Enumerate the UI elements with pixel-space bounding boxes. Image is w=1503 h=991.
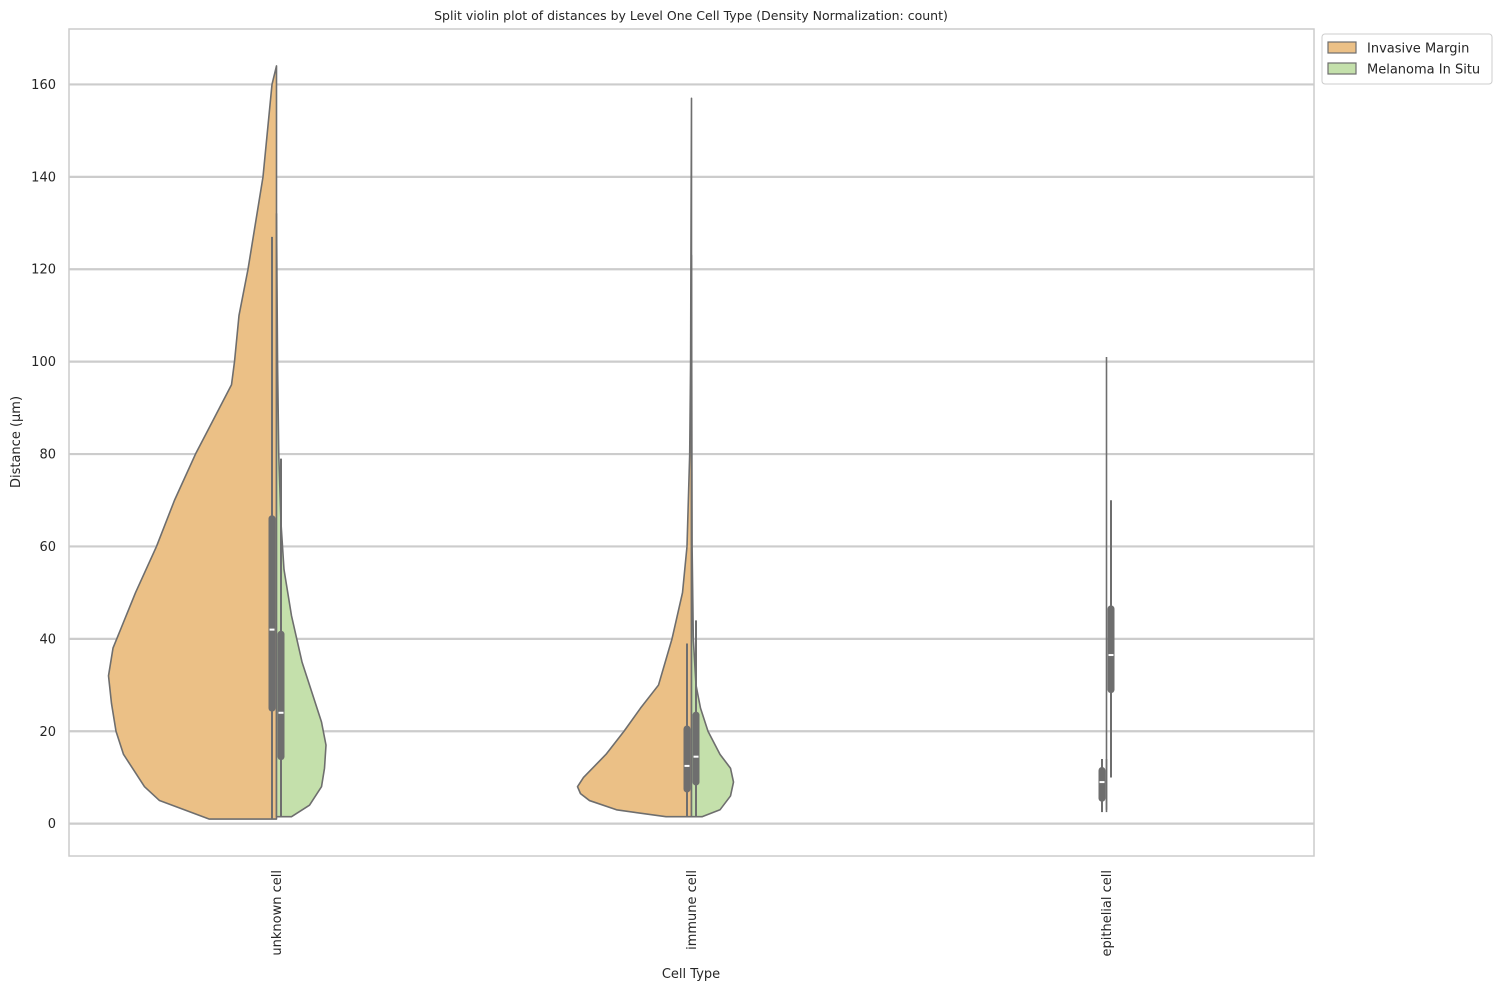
box-plots	[268, 236, 1115, 820]
legend-label-melanoma-in-situ: Melanoma In Situ	[1367, 63, 1480, 78]
y-tick-label-140: 140	[31, 170, 56, 185]
x-tick-label-immune-cell: immune cell	[685, 870, 700, 950]
x-axis-ticks: unknown cell immune cell epithelial cell	[270, 870, 1115, 957]
x-tick-label-epithelial-cell: epithelial cell	[1100, 870, 1115, 957]
violin-melanoma-in-situ-unknown-cell	[275, 213, 327, 818]
y-tick-label-160: 160	[31, 78, 56, 93]
legend-swatch-melanoma-in-situ	[1327, 62, 1357, 75]
y-tick-label-120: 120	[31, 263, 56, 278]
plot-frame	[68, 28, 1315, 857]
legend-frame	[1321, 33, 1493, 85]
y-tick-label-40: 40	[39, 632, 56, 647]
y-axis-label: Distance (µm)	[9, 396, 24, 488]
y-axis-ticks: 0 20 40 60 80 100 120 140 160	[31, 78, 56, 832]
legend-label-invasive-margin: Invasive Margin	[1367, 42, 1469, 57]
x-axis-label: Cell Type	[662, 967, 720, 982]
chart-title: Split violin plot of distances by Level …	[434, 8, 948, 23]
y-tick-label-80: 80	[39, 448, 56, 463]
y-tick-label-20: 20	[39, 725, 56, 740]
legend-swatch-invasive-margin	[1327, 41, 1357, 54]
x-tick-label-unknown-cell: unknown cell	[270, 870, 285, 956]
violin-invasive-margin-immune-cell	[576, 97, 693, 818]
y-tick-label-60: 60	[39, 540, 56, 555]
y-tick-label-0: 0	[48, 817, 56, 832]
violin-invasive-margin-unknown-cell	[107, 65, 278, 820]
y-tick-label-100: 100	[31, 355, 56, 370]
legend: Invasive Margin Melanoma In Situ	[1321, 33, 1493, 85]
